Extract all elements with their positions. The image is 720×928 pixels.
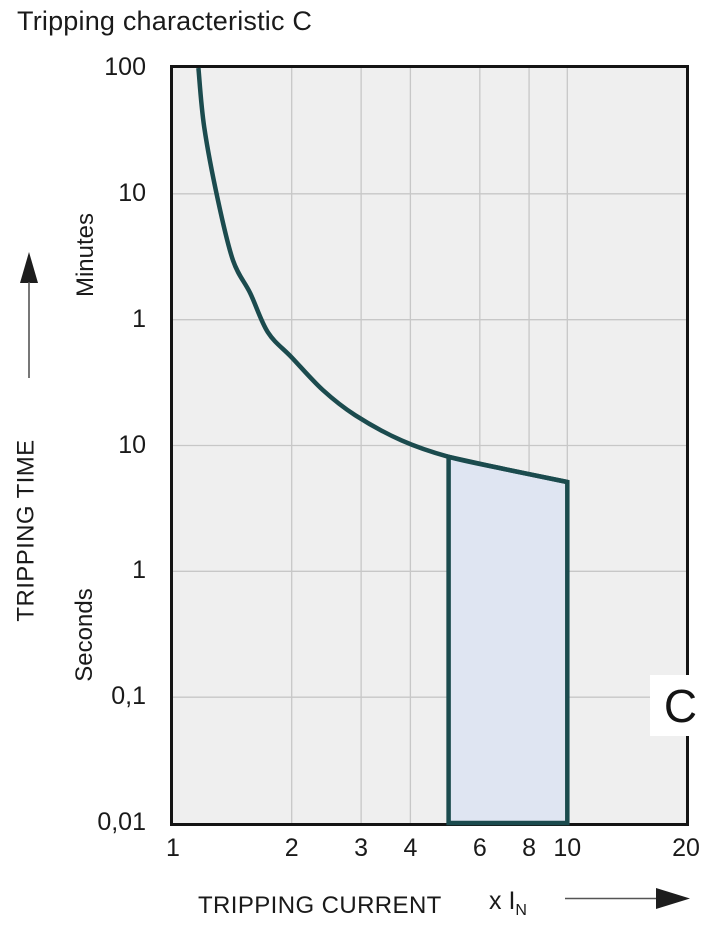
- x-tick-label: 20: [672, 834, 700, 862]
- x-axis-tick-labels: 1 2 3 4 6 8 10 20: [166, 833, 700, 867]
- x-tick-label: 8: [522, 834, 537, 862]
- y-tick-label: 1: [132, 556, 146, 585]
- y-axis-tick-labels: 100 10 1 10 1 0,1 0,01: [0, 53, 160, 836]
- x-tick-label: 1: [166, 834, 180, 862]
- chart-canvas: [173, 67, 686, 826]
- y-tick-label: 0,1: [111, 682, 146, 711]
- page-title: Tripping characteristic C: [17, 6, 313, 36]
- x-tick-label: 2: [284, 834, 299, 862]
- y-tick-label: 1: [132, 304, 146, 333]
- region-c-label: C: [650, 675, 711, 736]
- x-axis-arrow-icon: [565, 888, 690, 909]
- tripping-curve: [196, 67, 568, 485]
- y-axis-arrow-icon: [20, 252, 38, 378]
- x-multiplier-subscript: N: [515, 902, 527, 919]
- y-tick-label: 0,01: [97, 808, 146, 836]
- trip-band-region: [446, 454, 570, 826]
- x-axis-title: TRIPPING CURRENT: [198, 892, 442, 919]
- plot-area: C: [170, 65, 711, 826]
- y-tick-label: 100: [104, 53, 146, 81]
- x-tick-label: 3: [354, 834, 369, 862]
- x-tick-label: 4: [403, 834, 418, 862]
- x-axis-multiplier: x IN: [489, 887, 527, 920]
- x-tick-label: 10: [553, 834, 582, 862]
- x-multiplier-text: x I: [489, 887, 516, 915]
- y-tick-label: 10: [118, 178, 146, 207]
- x-tick-label: 6: [472, 834, 487, 862]
- y-tick-label: 10: [118, 430, 146, 459]
